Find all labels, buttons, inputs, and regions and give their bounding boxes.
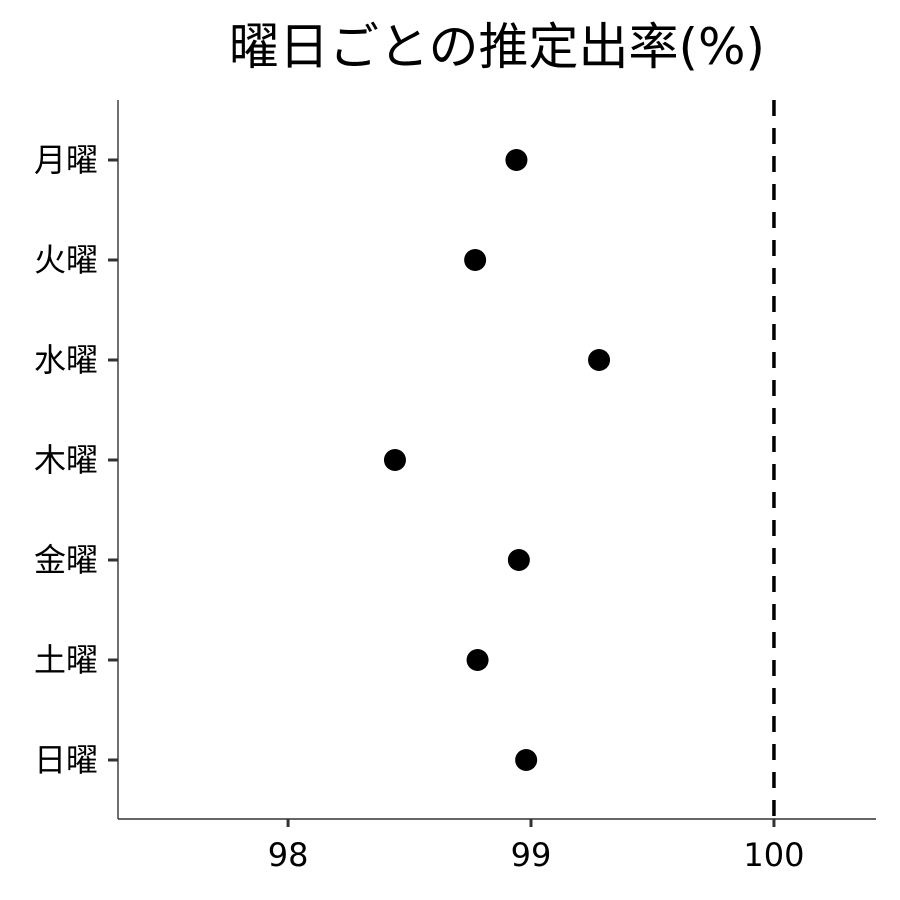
data-point-6 [515,749,538,771]
y-tick-label-2: 水曜 [34,341,98,379]
chart-title: 曜日ごとの推定出率(%) [229,18,765,76]
data-point-5 [466,649,489,671]
y-tick-label-0: 月曜 [34,141,98,179]
x-tick-label-98: 98 [268,836,309,874]
y-tick-label-4: 金曜 [34,541,98,579]
y-tick-label-5: 土曜 [34,641,98,679]
data-point-0 [505,149,528,171]
data-point-3 [383,449,406,471]
data-point-4 [507,549,530,571]
x-tick-label-99: 99 [511,836,552,874]
x-tick-label-100: 100 [743,836,804,874]
y-tick-label-6: 日曜 [34,741,98,779]
y-tick-label-3: 木曜 [34,441,98,479]
data-point-1 [464,249,487,271]
data-point-2 [588,349,611,371]
y-tick-label-1: 火曜 [34,241,98,279]
